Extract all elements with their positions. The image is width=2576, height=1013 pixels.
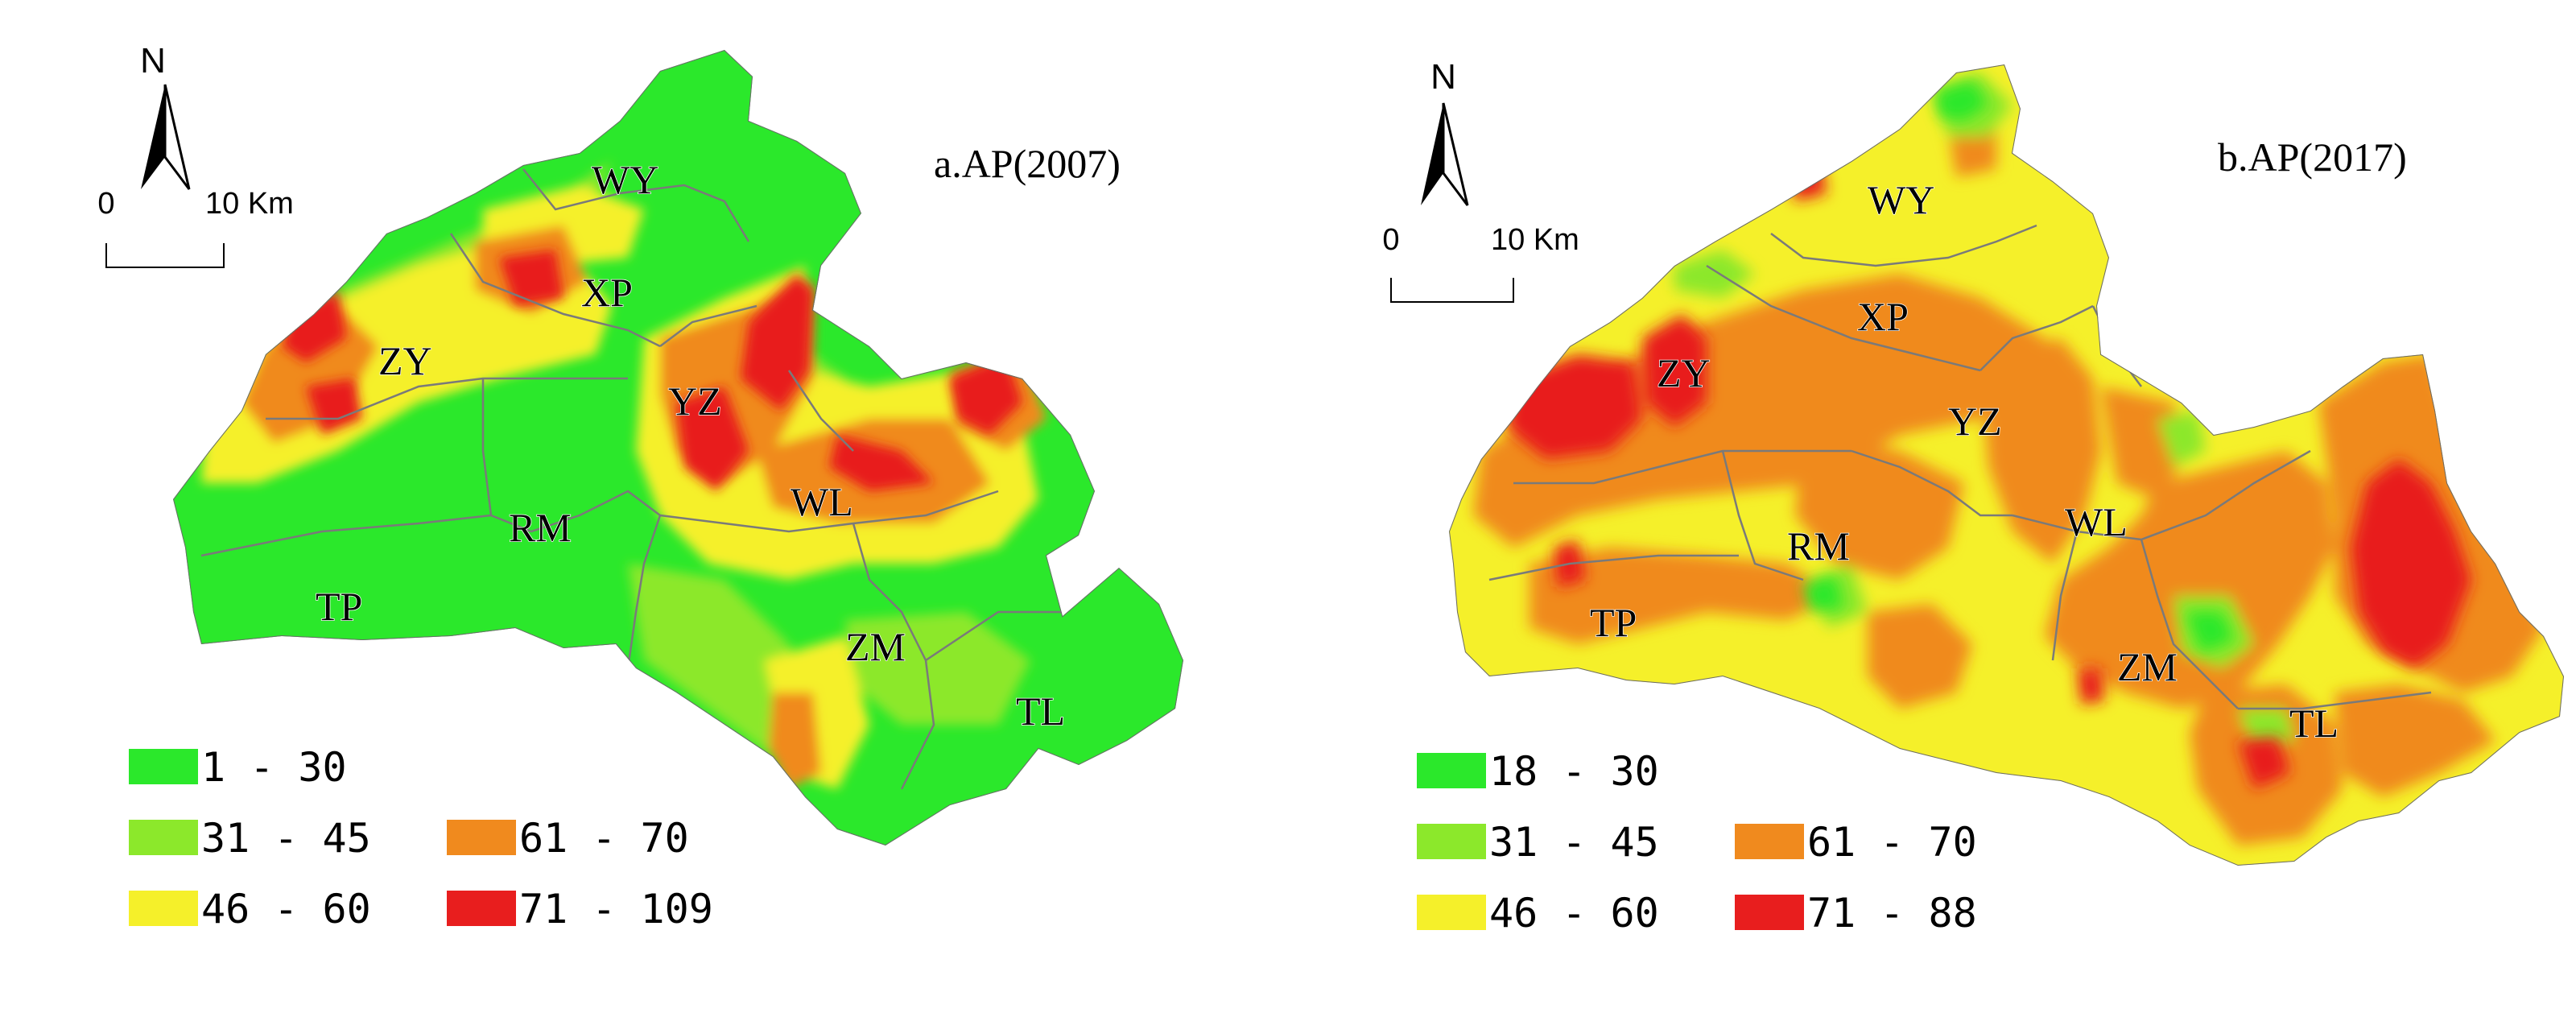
scale-bar: 0 10 Km <box>1382 223 1579 303</box>
class-71-88-area <box>2351 459 2471 668</box>
legend-swatch <box>447 891 516 926</box>
class-61-70-area <box>2045 451 2334 709</box>
class-71-88-area <box>2077 668 2105 705</box>
legend-swatch <box>1417 753 1486 788</box>
legend: 1 - 30 31 - 45 46 - 60 61 - 70 71 - 109 <box>129 744 713 932</box>
map-title: a.AP(2007) <box>934 141 1121 186</box>
legend-label: 31 - 45 <box>201 815 371 862</box>
legend-label: 1 - 30 <box>201 744 347 791</box>
scale-end-label: 10 Km <box>1491 223 1579 257</box>
district-label-tl: TL <box>1016 688 1065 734</box>
north-arrow-dark-half <box>141 85 165 189</box>
legend-label: 61 - 70 <box>1807 819 1977 866</box>
class-18-30-area <box>2186 612 2234 652</box>
region-outline <box>1449 64 2564 866</box>
district-label-wy: WY <box>592 157 658 202</box>
class-71-109-area <box>306 378 362 435</box>
legend-label: 46 - 60 <box>201 886 371 932</box>
class-31-45-area <box>2157 411 2206 467</box>
legend-label: 71 - 109 <box>519 886 713 932</box>
class-31-45-area <box>845 612 1030 725</box>
class-61-70-area <box>1795 435 1964 580</box>
class-61-70-area <box>1948 129 1996 177</box>
north-arrow-light-half <box>1442 102 1469 206</box>
scale-bar: 0 10 Km <box>97 187 294 268</box>
class-71-109-area <box>829 435 934 491</box>
class-61-70-area <box>769 693 821 789</box>
legend-swatch <box>447 820 516 855</box>
legend-swatch <box>1417 824 1486 859</box>
class-71-109-area <box>282 290 346 362</box>
class-61-70-area <box>1868 604 1972 709</box>
legend: 18 - 30 31 - 45 46 - 60 61 - 70 71 - 88 <box>1417 748 1977 937</box>
class-61-70-area <box>1473 274 2077 548</box>
district-label-zm: ZM <box>2117 644 2178 689</box>
class-71-88-area <box>2238 737 2290 789</box>
district-label-rm: RM <box>1787 523 1850 569</box>
map-title: b.AP(2017) <box>2218 134 2407 180</box>
class-71-109-area <box>741 274 813 411</box>
district-label-xp: XP <box>1857 294 1909 339</box>
north-arrow: N <box>1421 57 1469 206</box>
class-71-88-area <box>1642 314 1707 427</box>
north-arrow-dark-half <box>1421 103 1443 205</box>
class-71-109-area <box>676 387 749 491</box>
district-label-yz: YZ <box>668 378 722 424</box>
scale-end-label: 10 Km <box>205 187 294 221</box>
legend-label: 71 - 88 <box>1807 890 1977 937</box>
class-31-45-area <box>1674 250 1755 298</box>
map-panel-2007: a.AP(2007) N 0 10 Km WY XP ZY YZ WL RM T… <box>97 41 1183 932</box>
scale-line <box>105 243 225 268</box>
scale-start-label: 0 <box>1382 223 1399 257</box>
legend-label: 61 - 70 <box>519 815 689 862</box>
legend-swatch <box>129 749 198 784</box>
district-label-tl: TL <box>2289 701 2339 746</box>
district-labels: WY XP ZY YZ WL RM TP ZM TL <box>315 156 1066 734</box>
class-61-70-area <box>2101 387 2190 499</box>
district-label-wl: WL <box>791 479 853 524</box>
legend-swatch <box>1417 895 1486 930</box>
north-arrow-light-half <box>163 84 191 190</box>
map-panel-2017: b.AP(2017) N 0 10 Km WY XP ZY YZ WL RM T… <box>1382 57 2564 937</box>
class-61-70-area <box>2334 684 2496 797</box>
north-label: N <box>140 41 166 81</box>
legend-label: 31 - 45 <box>1489 819 1659 866</box>
class-31-45-area <box>2238 709 2294 749</box>
legend-swatch <box>1735 824 1804 859</box>
district-label-wy: WY <box>1868 177 1934 222</box>
north-label: N <box>1430 57 1456 97</box>
legend-label: 18 - 30 <box>1489 748 1659 795</box>
district-boundaries <box>200 168 1063 790</box>
class-61-70-area <box>1980 338 2101 564</box>
legend-label: 46 - 60 <box>1489 890 1659 937</box>
district-label-zy: ZY <box>1657 350 1711 395</box>
north-arrow: N <box>140 41 191 190</box>
district-label-zm: ZM <box>845 624 906 669</box>
class-18-30-area <box>1803 576 1843 612</box>
district-label-tp: TP <box>1590 600 1637 645</box>
legend-swatch <box>129 891 198 926</box>
class-71-109-area <box>950 354 1022 435</box>
class-31-45-area <box>628 564 805 757</box>
class-61-70-area <box>242 306 378 443</box>
scale-line <box>1390 278 1514 303</box>
class-71-109-area <box>499 250 564 306</box>
district-boundaries <box>1488 224 2432 710</box>
district-label-xp: XP <box>581 270 633 315</box>
class-18-30-area <box>1936 81 1988 121</box>
class-61-70-area <box>1530 548 1835 644</box>
district-label-tp: TP <box>316 584 362 629</box>
legend-swatch <box>1735 895 1804 930</box>
district-labels: WY XP ZY YZ WL RM TP ZM TL <box>1589 176 2339 746</box>
scale-start-label: 0 <box>97 187 114 221</box>
district-label-rm: RM <box>509 505 572 550</box>
district-label-zy: ZY <box>378 338 432 383</box>
district-label-wl: WL <box>2065 499 2128 544</box>
district-label-yz: YZ <box>1948 399 2002 444</box>
legend-swatch <box>129 820 198 855</box>
